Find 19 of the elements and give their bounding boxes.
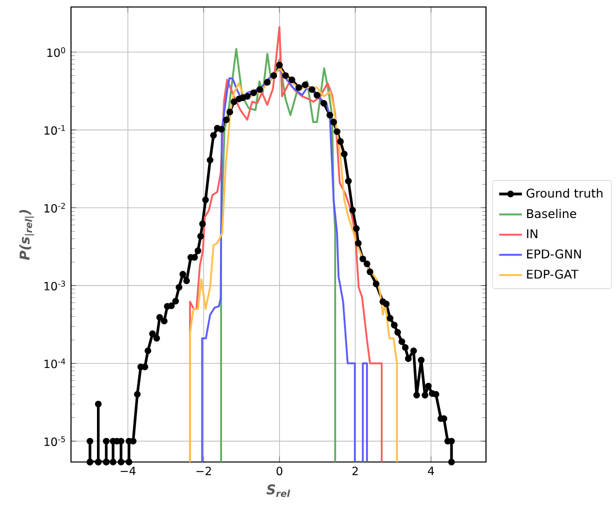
x-tick-label: 2 — [352, 466, 358, 476]
y-tick-label: 10$^{-4}$ — [44, 358, 66, 368]
x-tick-label: 0 — [276, 466, 282, 476]
y-tick-label: 10$^{-3}$ — [44, 280, 65, 290]
legend-label: EPD-GNN — [527, 249, 581, 258]
legend-label: IN — [527, 229, 538, 238]
x-tick-label: 4 — [428, 466, 434, 475]
y-tick-label: 10$^{-5}$ — [44, 436, 65, 446]
x-tick-label: −2 — [196, 466, 211, 476]
x-axis-title: S$_{rel}$ — [266, 484, 290, 497]
y-tick-label: 10$^{-2}$ — [44, 202, 65, 213]
legend-label: Baseline — [527, 208, 576, 218]
y-tick-label: 10$^{-1}$ — [44, 125, 65, 135]
line-series — [220, 48, 336, 462]
y-tick-label: 10$^{0}$ — [47, 47, 66, 58]
y-axis-title: P(s$_{|rel|}$) — [19, 210, 34, 260]
legend-label: EDP-GAT — [527, 270, 578, 279]
legend-label: Ground truth — [526, 188, 602, 198]
x-tick-label: −4 — [120, 466, 136, 475]
